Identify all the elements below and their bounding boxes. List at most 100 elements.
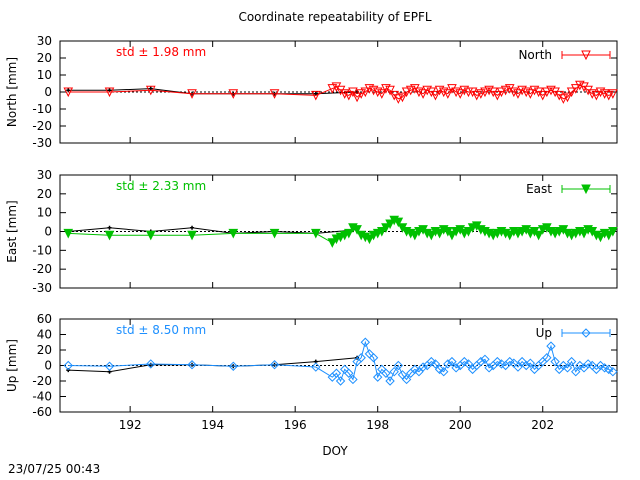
- data-point: [521, 87, 532, 98]
- y-tick-label: -20: [32, 119, 52, 133]
- data-point: [187, 230, 197, 241]
- data-point: [513, 89, 523, 99]
- data-point: [521, 360, 531, 371]
- data-point: [187, 89, 197, 99]
- data-point: [410, 230, 420, 241]
- data-point: [583, 85, 593, 96]
- data-point: [476, 89, 486, 99]
- data-point: [344, 228, 354, 239]
- data-point: [393, 94, 404, 104]
- y-tick-label: 30: [37, 34, 52, 48]
- data-point: [484, 85, 494, 96]
- legend-marker: [581, 184, 591, 195]
- data-point: [393, 360, 404, 371]
- data-point: [368, 353, 379, 363]
- data-point: [422, 85, 433, 96]
- y-tick-label: -30: [32, 281, 52, 295]
- data-point: [410, 84, 420, 94]
- data-point: [348, 374, 358, 385]
- daily-point: [148, 362, 153, 367]
- data-point: [381, 223, 391, 233]
- data-point: [401, 374, 412, 385]
- daily-point: [190, 225, 195, 230]
- x-tick-label: 194: [201, 418, 224, 432]
- y-tick-label: -10: [32, 243, 52, 257]
- data-point: [104, 230, 115, 241]
- data-point: [595, 87, 606, 98]
- data-point: [228, 228, 239, 239]
- legend-label-north: North: [518, 48, 552, 62]
- y-tick-label: 0: [44, 225, 52, 239]
- data-point: [525, 89, 536, 99]
- data-point: [476, 356, 486, 367]
- data-point: [504, 230, 515, 241]
- data-point: [542, 87, 552, 98]
- data-point: [352, 225, 362, 235]
- data-point: [509, 87, 519, 98]
- data-point: [364, 234, 375, 245]
- legend-label-east: East: [526, 182, 552, 196]
- data-point: [63, 228, 74, 239]
- data-point: [372, 372, 383, 382]
- data-point: [63, 87, 74, 98]
- data-point: [104, 361, 115, 371]
- y-axis-label-north: North [mm]: [5, 57, 19, 127]
- data-point: [339, 89, 350, 99]
- data-point: [381, 84, 391, 94]
- data-point: [554, 90, 565, 101]
- data-point: [595, 232, 606, 243]
- data-point: [579, 228, 589, 239]
- data-point: [385, 85, 395, 96]
- y-tick-label: 30: [37, 168, 52, 182]
- y-tick-label: 10: [37, 206, 52, 220]
- data-point: [480, 87, 490, 98]
- data-point: [550, 356, 560, 367]
- panel-east: -30 -20 -10 0 10 20 30 East [mm] std ± 2.33 mm Ea…: [5, 168, 618, 295]
- data-point: [604, 364, 614, 375]
- data-point: [566, 87, 577, 98]
- std-label-east: std ± 2.33 mm: [116, 179, 206, 193]
- data-point: [401, 87, 412, 98]
- x-tick-label: 200: [449, 418, 472, 432]
- data-point: [443, 359, 453, 369]
- data-point: [533, 230, 544, 241]
- data-point: [426, 87, 437, 98]
- x-tick-label: 196: [284, 418, 307, 432]
- data-point: [356, 89, 367, 99]
- data-point: [455, 89, 466, 99]
- data-point: [348, 87, 358, 98]
- data-point: [529, 85, 540, 96]
- data-point: [430, 359, 441, 369]
- data-point: [310, 90, 321, 101]
- data-point: [434, 364, 445, 375]
- data-point: [546, 85, 556, 96]
- x-tick-label: 202: [531, 418, 554, 432]
- chart-panels: -30 -20 -10 0 10 20 30 North [mm] std ± 1.98 mm N…: [5, 34, 618, 432]
- y-tick-label: 0: [44, 85, 52, 99]
- data-point: [558, 360, 569, 371]
- data-point: [562, 363, 573, 373]
- data-point: [335, 376, 346, 386]
- data-point: [447, 230, 457, 241]
- y-tick-label: -20: [32, 374, 52, 388]
- x-tick-label: 192: [119, 418, 142, 432]
- data-point: [504, 84, 515, 94]
- data-point: [327, 238, 338, 248]
- data-point: [542, 353, 552, 363]
- std-label-north: std ± 1.98 mm: [116, 45, 206, 59]
- data-point: [566, 356, 577, 367]
- data-point: [397, 370, 408, 380]
- data-point: [410, 364, 420, 375]
- data-point: [377, 227, 387, 237]
- y-tick-label: -60: [32, 405, 52, 419]
- data-point: [467, 87, 478, 98]
- data-point: [352, 92, 362, 103]
- data-point: [228, 361, 238, 371]
- data-point: [146, 359, 156, 369]
- data-point: [443, 89, 453, 99]
- y-tick-label: -10: [32, 102, 52, 116]
- data-point: [484, 363, 494, 373]
- data-point: [537, 90, 548, 101]
- data-point: [311, 362, 321, 372]
